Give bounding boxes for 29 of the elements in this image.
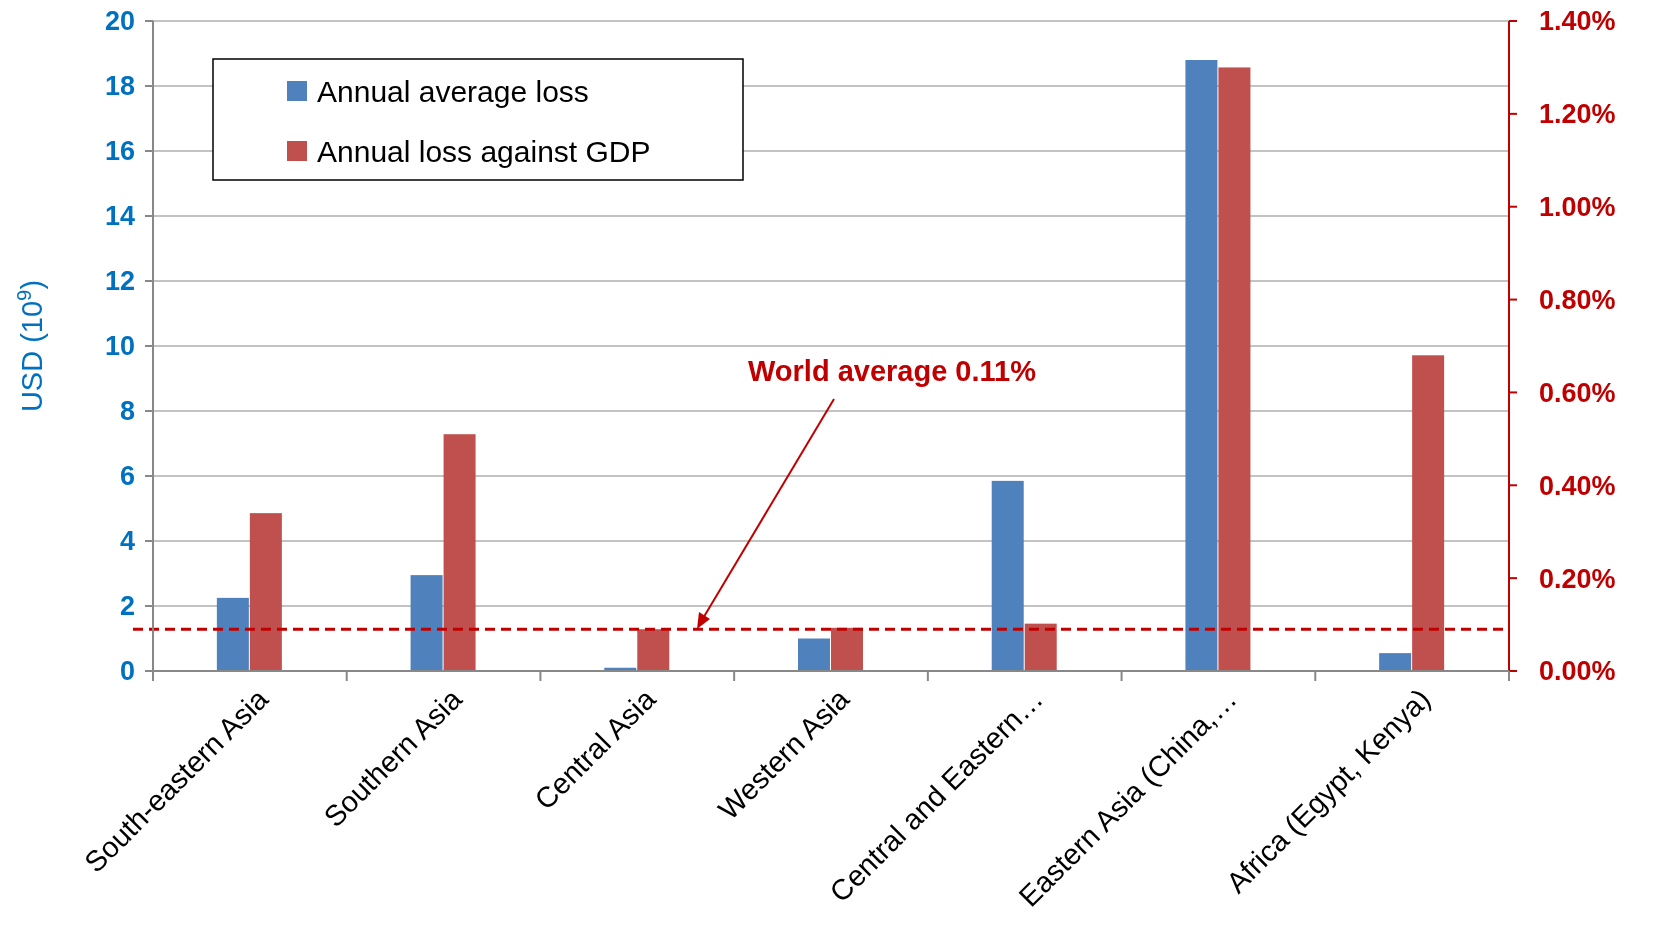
y2-tick-label: 0.60% [1539, 377, 1616, 408]
bar [249, 513, 282, 671]
bar [1412, 355, 1445, 671]
y-tick-label: 12 [104, 266, 135, 297]
y2-tick-label: 0.40% [1539, 470, 1616, 501]
y-tick-label: 4 [119, 526, 135, 557]
annotation: World average 0.11% [747, 355, 1037, 387]
y2-tick-label: 1.00% [1539, 192, 1616, 223]
y-tick-label: 14 [104, 201, 135, 232]
bar [443, 434, 476, 671]
y-tick-label: 16 [104, 136, 135, 167]
y2-tick-label: 0.00% [1539, 656, 1616, 687]
y2-tick-label: 1.40% [1539, 6, 1616, 37]
y-tick-label: 10 [104, 331, 135, 362]
y2-tick-label: 0.80% [1539, 285, 1616, 316]
legend-label: Annual average loss [317, 74, 589, 108]
y-tick-label: 20 [104, 6, 135, 37]
y-tick-label: 2 [119, 591, 135, 622]
y-tick-label: 8 [119, 396, 135, 427]
legend-label: Annual loss against GDP [317, 134, 651, 168]
bar [1379, 653, 1412, 671]
bar [1024, 623, 1057, 671]
y-tick-label: 18 [104, 71, 135, 102]
bar [991, 480, 1024, 671]
bar [637, 629, 670, 671]
y-tick-label: 0 [119, 656, 135, 687]
y2-tick-label: 1.20% [1539, 99, 1616, 130]
y-tick-label: 6 [119, 461, 135, 492]
y2-tick-label: 0.20% [1539, 563, 1616, 594]
